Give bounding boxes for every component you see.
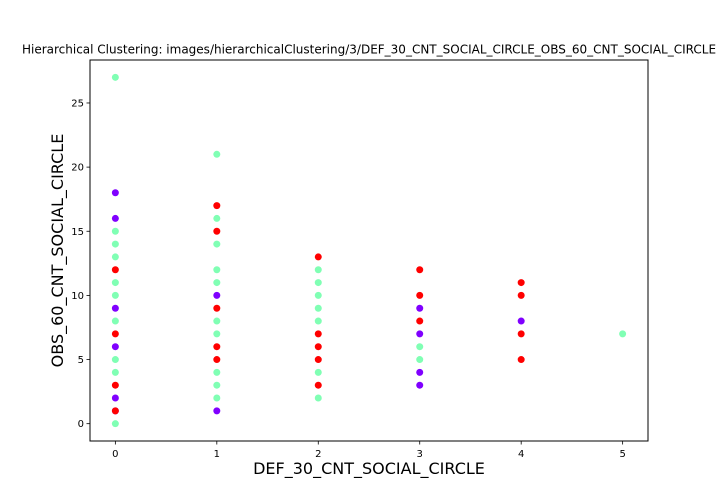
scatter-point xyxy=(111,304,119,312)
scatter-point xyxy=(619,330,627,338)
y-tick-label: 10 xyxy=(71,291,84,302)
scatter-point xyxy=(314,253,322,261)
scatter-point xyxy=(416,304,424,312)
scatter-point xyxy=(416,291,424,299)
y-axis: 0 5 10 15 20 25 xyxy=(71,98,90,430)
scatter-point xyxy=(213,330,221,338)
scatter-point xyxy=(111,317,119,325)
scatter-point xyxy=(517,279,525,287)
x-tick-label: 0 xyxy=(112,449,118,460)
marks-layer xyxy=(111,73,627,428)
chart-title: Hierarchical Clustering: images/hierarch… xyxy=(22,43,716,57)
y-tick-label: 20 xyxy=(71,163,84,174)
scatter-point xyxy=(111,279,119,287)
x-tick-label: 5 xyxy=(619,449,625,460)
scatter-point xyxy=(213,240,221,248)
scatter-point xyxy=(111,420,119,428)
scatter-point xyxy=(416,356,424,364)
scatter-point xyxy=(416,381,424,389)
scatter-point xyxy=(111,291,119,299)
y-tick-label: 5 xyxy=(78,355,84,366)
y-axis-label: OBS_60_CNT_SOCIAL_CIRCLE xyxy=(48,134,68,368)
scatter-point xyxy=(111,189,119,197)
scatter-point xyxy=(111,240,119,248)
scatter-point xyxy=(111,214,119,222)
scatter-point xyxy=(213,304,221,312)
x-tick-label: 3 xyxy=(417,449,423,460)
scatter-point xyxy=(111,227,119,235)
y-tick-label: 0 xyxy=(78,419,84,430)
scatter-point xyxy=(213,356,221,364)
scatter-point xyxy=(213,394,221,402)
scatter-point xyxy=(517,317,525,325)
x-tick-label: 2 xyxy=(315,449,321,460)
scatter-point xyxy=(517,291,525,299)
scatter-point xyxy=(213,317,221,325)
scatter-point xyxy=(416,317,424,325)
scatter-point xyxy=(213,381,221,389)
x-axis-label: DEF_30_CNT_SOCIAL_CIRCLE xyxy=(253,459,485,479)
x-tick-label: 4 xyxy=(518,449,524,460)
scatter-point xyxy=(416,266,424,274)
scatter-point xyxy=(517,356,525,364)
scatter-point xyxy=(111,381,119,389)
scatter-point xyxy=(213,227,221,235)
y-tick-label: 15 xyxy=(71,227,84,238)
scatter-point xyxy=(213,368,221,376)
scatter-point xyxy=(111,343,119,351)
scatter-point xyxy=(314,291,322,299)
scatter-point xyxy=(213,291,221,299)
scatter-point xyxy=(213,266,221,274)
scatter-point xyxy=(111,253,119,261)
x-tick-label: 1 xyxy=(214,449,220,460)
scatter-point xyxy=(213,343,221,351)
scatter-point xyxy=(213,407,221,415)
plot-frame xyxy=(89,59,649,442)
scatter-point xyxy=(213,279,221,287)
scatter-point xyxy=(416,368,424,376)
scatter-point xyxy=(213,214,221,222)
y-tick-label: 25 xyxy=(71,98,84,109)
scatter-point xyxy=(416,330,424,338)
scatter-point xyxy=(314,368,322,376)
scatter-point xyxy=(111,266,119,274)
scatter-point xyxy=(314,279,322,287)
scatter-point xyxy=(314,343,322,351)
scatter-point xyxy=(111,368,119,376)
scatter-point xyxy=(111,407,119,415)
scatter-point xyxy=(111,73,119,81)
x-axis: 0 1 2 3 4 5 xyxy=(112,441,626,460)
scatter-point xyxy=(314,304,322,312)
scatter-point xyxy=(111,356,119,364)
scatter-point xyxy=(111,330,119,338)
scatter-point xyxy=(517,330,525,338)
scatter-point xyxy=(314,266,322,274)
scatter-point xyxy=(111,394,119,402)
scatter-point xyxy=(314,381,322,389)
scatter-point xyxy=(213,202,221,210)
scatter-point xyxy=(416,343,424,351)
scatter-point xyxy=(314,330,322,338)
scatter-point xyxy=(213,150,221,158)
scatter-point xyxy=(314,394,322,402)
scatter-point xyxy=(314,356,322,364)
scatter-point xyxy=(314,317,322,325)
